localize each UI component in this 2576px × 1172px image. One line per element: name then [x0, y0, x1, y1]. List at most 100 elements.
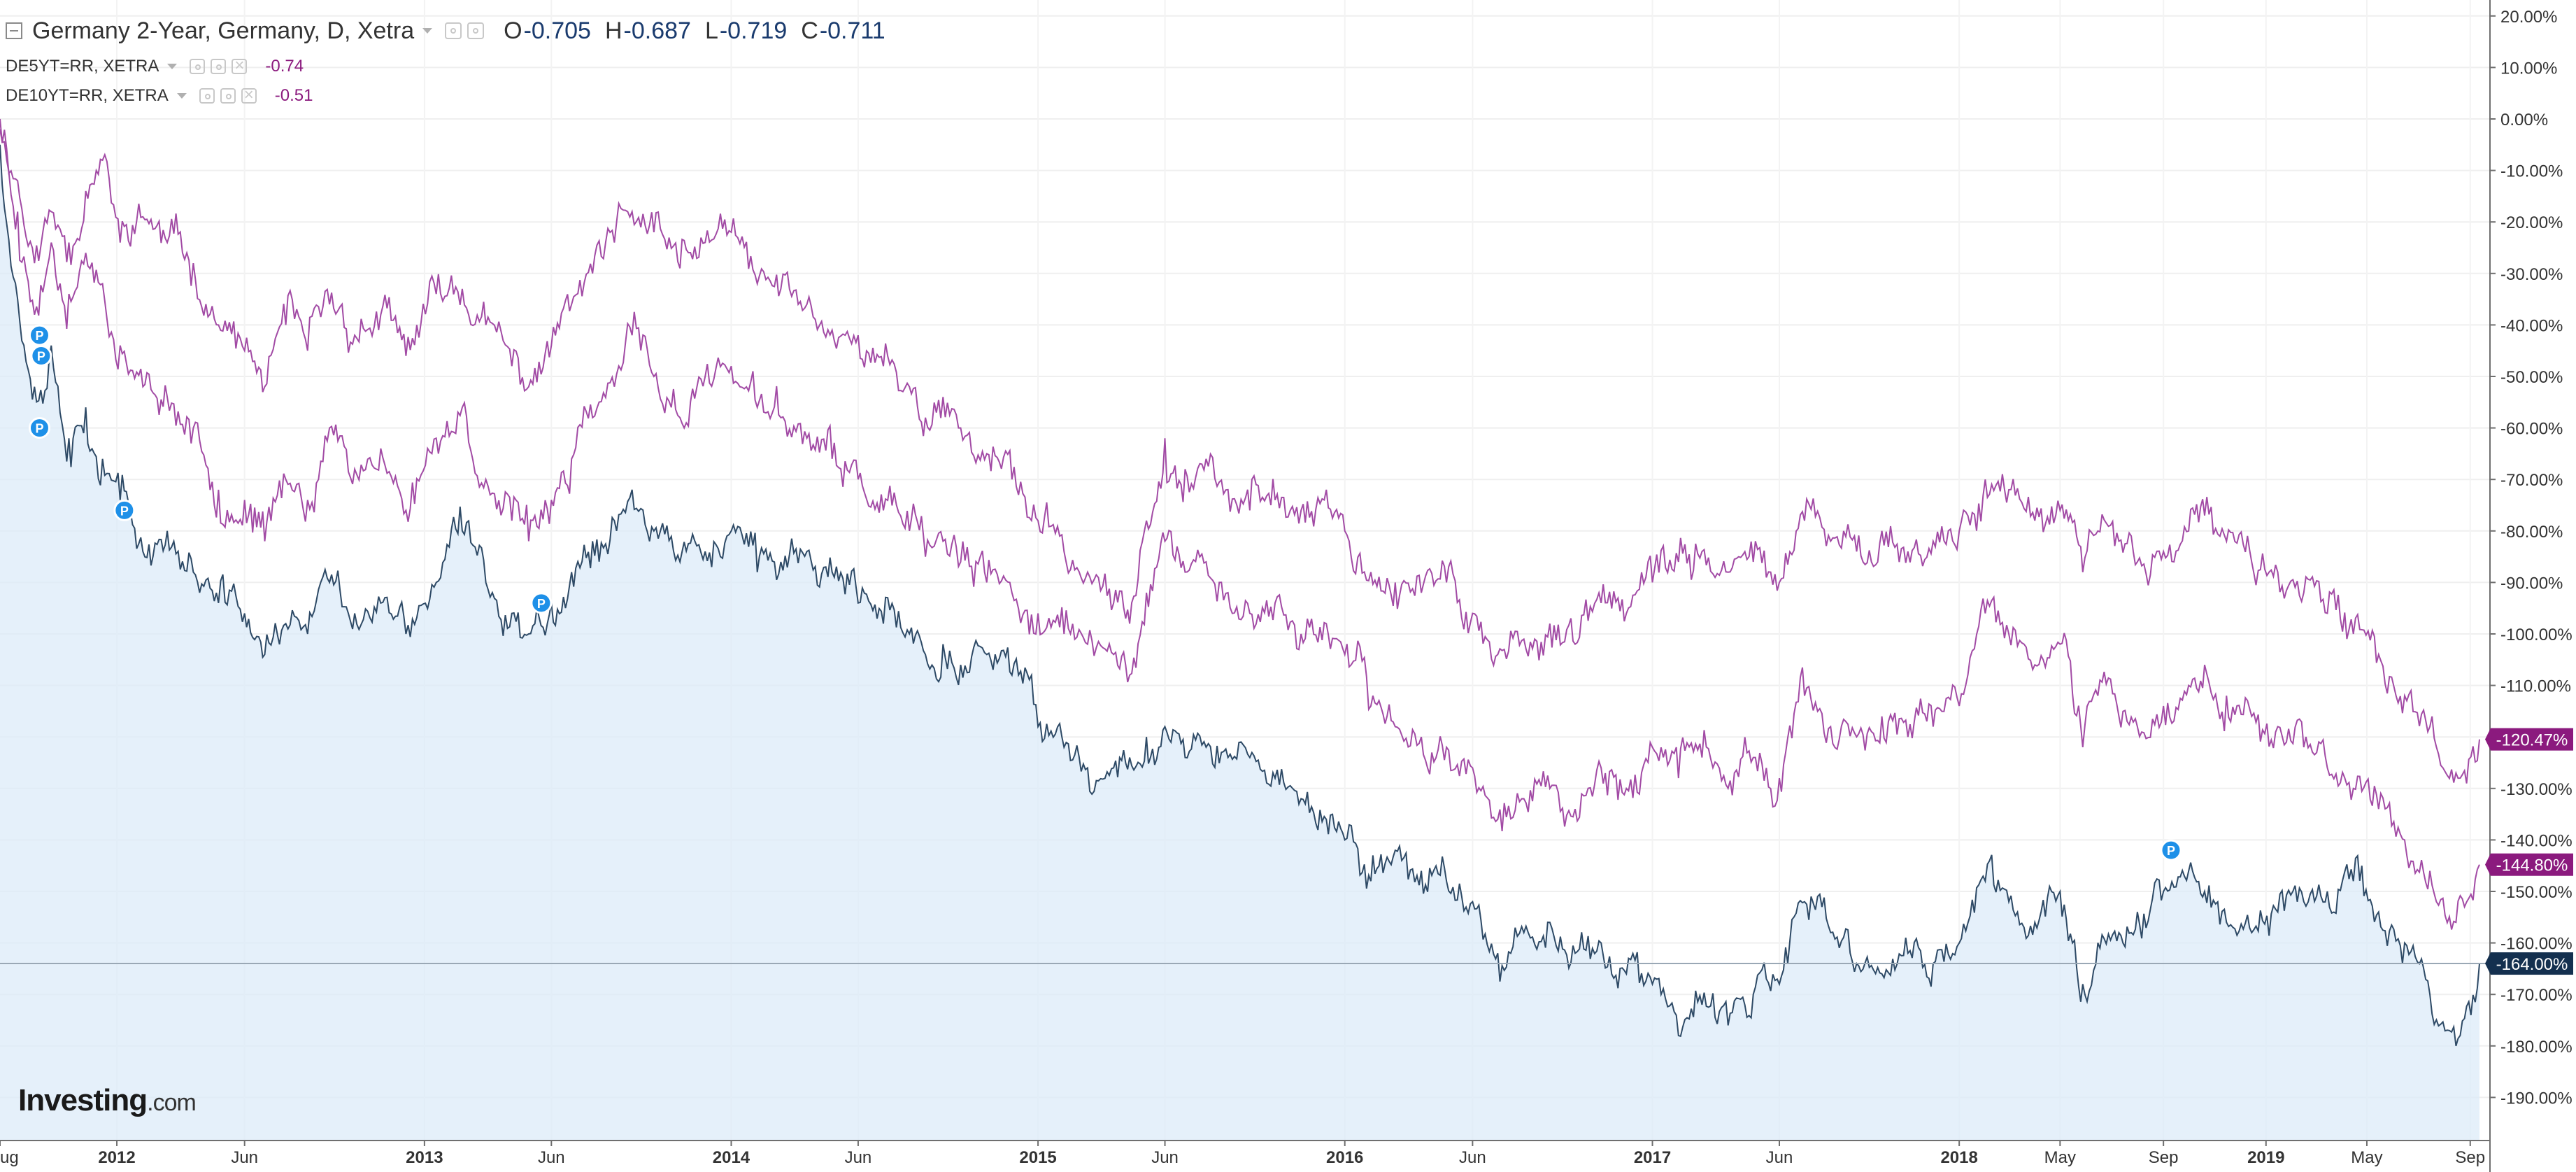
x-tick-label: 2012	[98, 1148, 135, 1167]
y-tick-label: -110.00%	[2500, 677, 2571, 696]
high-value: -0.687	[623, 17, 691, 44]
x-tick-label: Jun	[1151, 1148, 1179, 1167]
event-marker[interactable]: P	[28, 417, 50, 439]
y-tick-label: -50.00%	[2500, 368, 2563, 387]
event-marker-dot[interactable]	[2160, 839, 2182, 861]
y-tick-label: -10.00%	[2500, 162, 2563, 181]
x-tick-label: Jun	[1459, 1148, 1486, 1167]
last-value-tags: -120.47% -144.80% -164.00%	[2485, 728, 2573, 975]
event-marker-label: P	[537, 597, 546, 611]
event-marker[interactable]: P	[30, 345, 52, 367]
de2y-last-value-label: -164.00%	[2496, 955, 2568, 974]
x-tick-label: Jun	[1766, 1148, 1793, 1167]
x-tick-label: 2017	[1634, 1148, 1671, 1167]
settings-icon[interactable]	[220, 88, 236, 104]
visibility-icon[interactable]	[190, 59, 206, 74]
chevron-down-icon[interactable]	[176, 93, 187, 99]
open-label: O	[504, 17, 522, 44]
x-tick-label: Jun	[845, 1148, 872, 1167]
de5y-series-value: -0.74	[265, 57, 304, 76]
event-marker-label: P	[35, 329, 43, 343]
event-marker-label: P	[2167, 844, 2175, 858]
y-tick-label: 10.00%	[2500, 59, 2557, 78]
close-label: C	[801, 17, 818, 44]
chevron-down-icon[interactable]	[422, 28, 433, 34]
x-tick-label: Sep	[2455, 1148, 2485, 1167]
de10y-last-value-label: -120.47%	[2496, 731, 2568, 750]
y-tick-label: -80.00%	[2500, 523, 2563, 542]
y-tick-label: -190.00%	[2500, 1089, 2573, 1108]
de5y-last-value-tag	[2491, 853, 2573, 876]
collapse-legend-button[interactable]	[6, 22, 22, 39]
event-marker-dot[interactable]	[530, 592, 553, 614]
close-value: -0.711	[819, 17, 885, 44]
logo-suffix: .com	[147, 1089, 197, 1116]
investing-logo: Investing.com	[18, 1083, 197, 1118]
settings-icon[interactable]	[211, 59, 227, 74]
area-layer	[0, 144, 2479, 1141]
price-axis[interactable]: 20.00% 10.00% 0.00% -10.00% -20.00% -30.00% -4…	[2490, 8, 2573, 1108]
de10y-series-line[interactable]	[0, 118, 2480, 784]
de10y-last-value-tag	[2491, 728, 2573, 751]
de10y-series-title: DE10YT=RR, XETRA	[6, 86, 169, 105]
y-tick-label: -30.00%	[2500, 265, 2563, 284]
de2y-series-line[interactable]	[0, 144, 2480, 1047]
y-tick-label: -100.00%	[2500, 626, 2573, 644]
event-marker-label: P	[120, 504, 129, 518]
x-tick-label: 2015	[1019, 1148, 1056, 1167]
chart-legend: Germany 2-Year, Germany, D, Xetra O -0.70…	[6, 10, 885, 111]
x-tick-label: May	[2351, 1148, 2382, 1167]
de5y-series-title: DE5YT=RR, XETRA	[6, 57, 159, 76]
settings-icon[interactable]	[467, 22, 485, 39]
de2y-area-fill	[0, 144, 2479, 1141]
event-marker[interactable]: P	[2160, 839, 2182, 861]
low-label: L	[704, 17, 718, 44]
y-tick-label: -90.00%	[2500, 574, 2563, 593]
remove-series-icon[interactable]	[241, 85, 257, 105]
x-tick-label: Jun	[538, 1148, 565, 1167]
de2y-last-value-tag	[2491, 952, 2573, 975]
y-tick-label: -20.00%	[2500, 213, 2563, 232]
y-tick-label: -70.00%	[2500, 471, 2563, 490]
event-marker-label: P	[37, 350, 45, 364]
open-value: -0.705	[523, 17, 591, 44]
low-value: -0.719	[719, 17, 788, 44]
logo-text: Investing	[18, 1083, 148, 1117]
de10y-last-value-pointer	[2485, 728, 2491, 751]
remove-series-icon[interactable]	[232, 56, 248, 76]
high-label: H	[604, 17, 622, 44]
event-marker[interactable]: P	[113, 499, 136, 521]
x-tick-label: 2016	[1326, 1148, 1363, 1167]
x-tick-label: May	[2044, 1148, 2076, 1167]
event-marker[interactable]: P	[28, 324, 50, 346]
de2y-last-value-pointer	[2485, 952, 2491, 975]
event-marker-label: P	[35, 422, 43, 436]
x-tick-label: 2013	[406, 1148, 443, 1167]
y-tick-label: 0.00%	[2500, 111, 2548, 129]
event-marker-dot[interactable]	[28, 324, 50, 346]
event-marker-dot[interactable]	[113, 499, 136, 521]
visibility-icon[interactable]	[199, 88, 215, 104]
x-tick-label: Sep	[2149, 1148, 2179, 1167]
y-tick-label: -150.00%	[2500, 883, 2573, 902]
time-axis[interactable]: ug 2012 Jun 2013 Jun 2014 Jun 2015 Jun 2016 Jun 201…	[0, 1141, 2485, 1167]
event-marker[interactable]: P	[530, 592, 553, 614]
chevron-down-icon[interactable]	[167, 64, 178, 69]
main-series-title: Germany 2-Year, Germany, D, Xetra	[32, 17, 415, 44]
de10y-series-legend: DE10YT=RR, XETRA -0.51	[6, 81, 885, 111]
y-tick-label: -160.00%	[2500, 935, 2573, 954]
visibility-icon[interactable]	[445, 22, 462, 39]
de5y-last-value-pointer	[2485, 853, 2491, 876]
y-tick-label: -130.00%	[2500, 780, 2573, 799]
de5y-series-legend: DE5YT=RR, XETRA -0.74	[6, 52, 885, 81]
de5y-series-line[interactable]	[0, 129, 2480, 930]
y-tick-label: -180.00%	[2500, 1038, 2573, 1057]
event-marker-dot[interactable]	[28, 417, 50, 439]
x-tick-label: ug	[0, 1148, 19, 1167]
de5y-last-value-label: -144.80%	[2496, 856, 2568, 875]
y-tick-label: -170.00%	[2500, 986, 2573, 1005]
x-tick-label: Jun	[231, 1148, 258, 1167]
event-marker-dot[interactable]	[30, 345, 52, 367]
